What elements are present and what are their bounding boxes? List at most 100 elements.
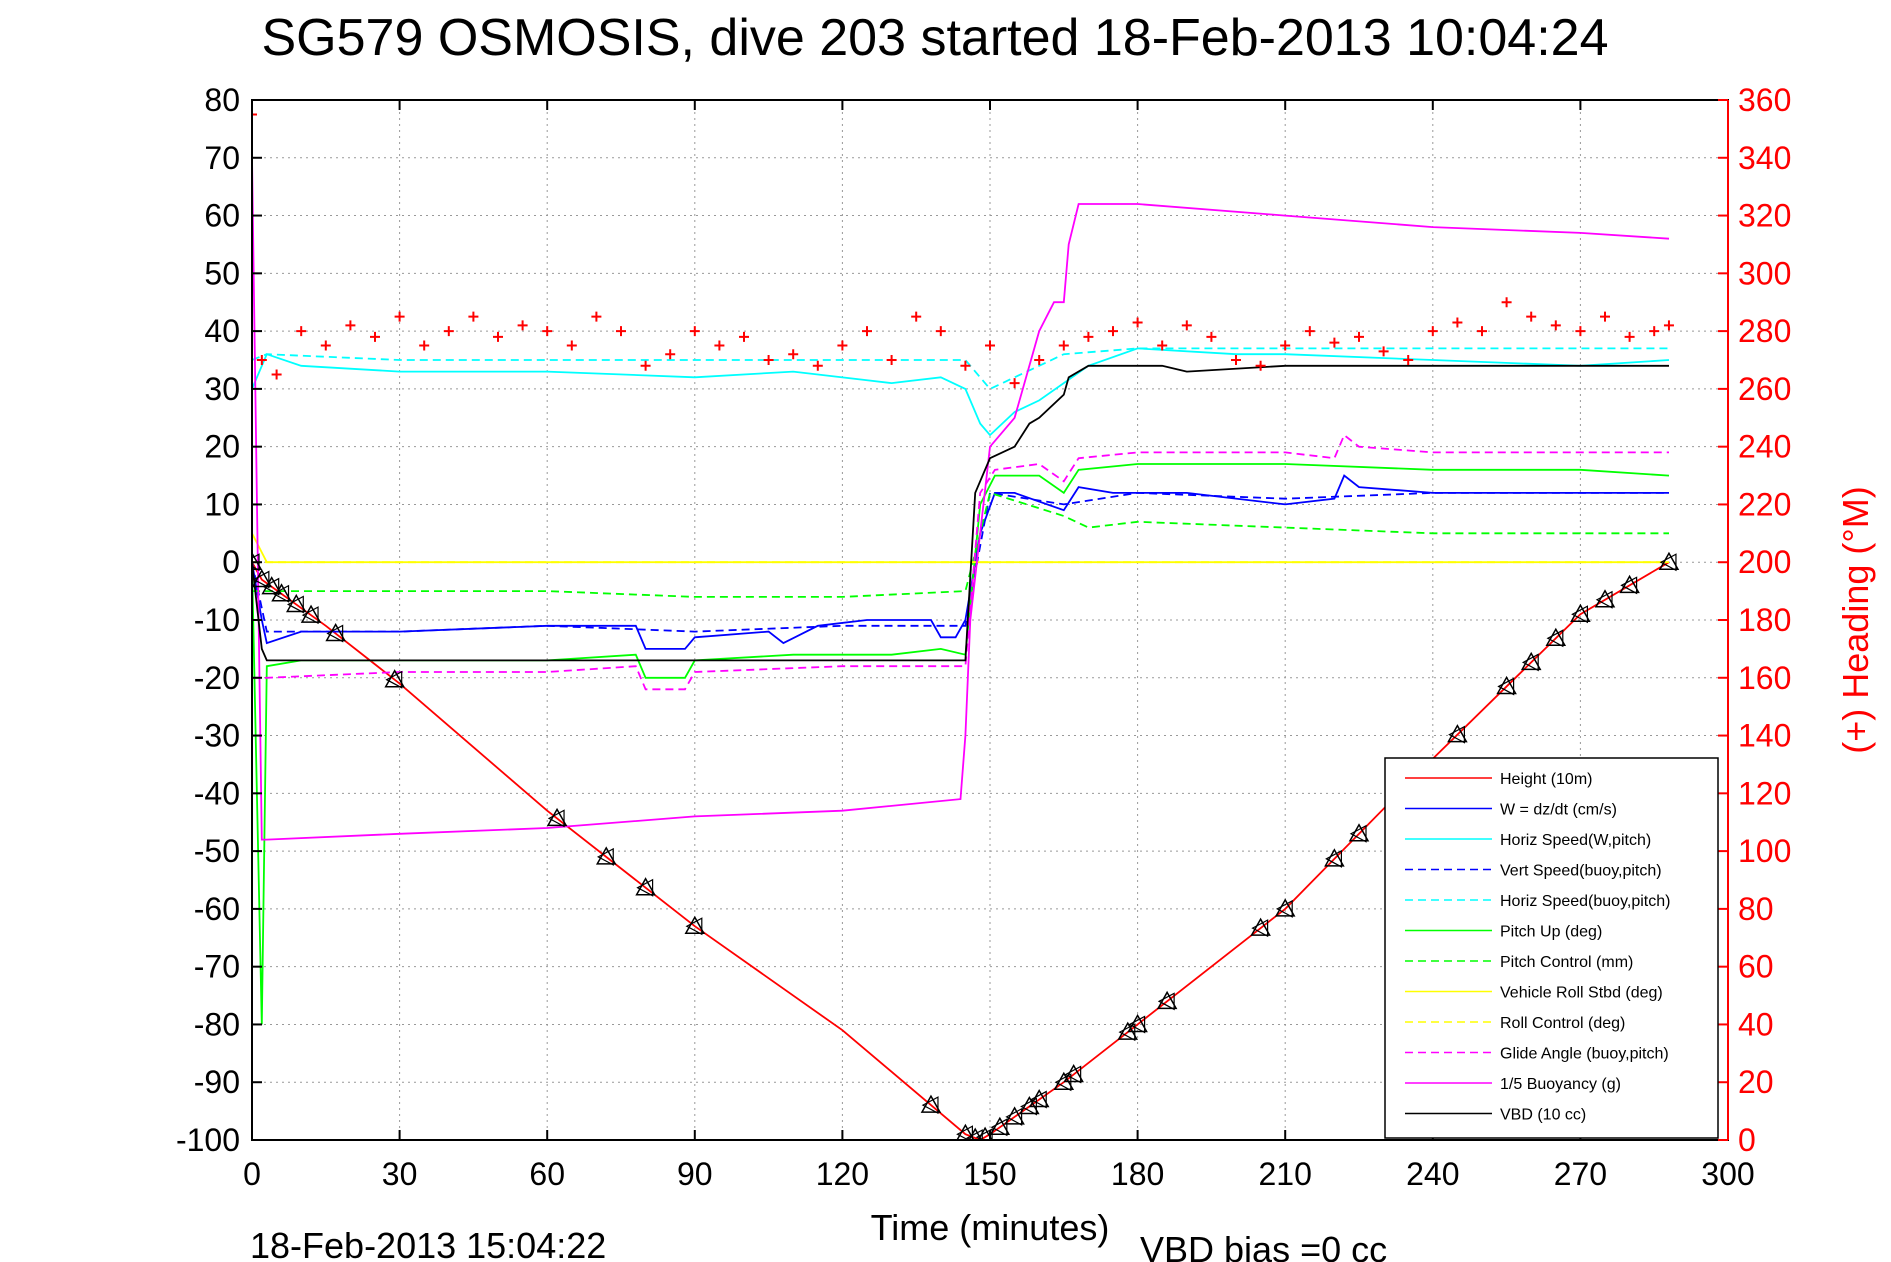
height-marker-alt-9 [596, 847, 614, 866]
y2-axis-label: (+) Heading (°M) [1835, 486, 1876, 753]
heading-point [493, 331, 503, 342]
heading-point [591, 311, 602, 322]
height-marker-23 [1127, 1013, 1148, 1033]
y2-tick-label-18: 0 [1738, 1122, 1756, 1158]
heading-point [911, 311, 922, 322]
series-line-11 [252, 364, 1669, 662]
legend: Height (10m) W = dz/dt (cm/s) Horiz Speed(… [1384, 757, 1719, 1139]
heading-point [1132, 317, 1143, 328]
x-tick-label-1: 30 [382, 1156, 418, 1192]
height-marker-9 [595, 846, 617, 865]
heading-point [1403, 355, 1414, 365]
legend-label-8: Roll Control (deg) [1500, 1015, 1625, 1032]
height-marker-13 [956, 1123, 975, 1140]
series-heading-markers [252, 109, 1674, 389]
heading-point [640, 360, 651, 371]
x-tick-label-0: 0 [243, 1156, 261, 1192]
height-markers [252, 551, 1680, 1140]
height-marker-alt-26 [1275, 899, 1293, 918]
x-tick-label-8: 240 [1406, 1156, 1459, 1192]
heading-point [1663, 320, 1674, 331]
height-marker-7 [384, 669, 405, 688]
series-layer [252, 109, 1674, 1140]
heading-point [886, 355, 897, 365]
heading-point [1157, 340, 1168, 351]
heading-point [665, 349, 676, 360]
height-marker-alt-7 [385, 670, 403, 689]
heading-point [1329, 337, 1340, 348]
y2-tick-label-17: 20 [1738, 1064, 1774, 1100]
height-marker-alt-27 [1325, 849, 1342, 868]
y-tick-label-17: -90 [194, 1064, 240, 1100]
height-marker-29 [1447, 724, 1468, 743]
y2-tick-label-1: 340 [1738, 140, 1791, 176]
height-marker-alt-28 [1349, 824, 1367, 843]
height-marker-6 [325, 622, 346, 642]
height-marker-alt-15 [975, 1128, 993, 1140]
height-marker-26 [1274, 898, 1296, 917]
heading-point [1181, 320, 1192, 331]
height-marker-alt-2 [262, 577, 280, 596]
height-marker-0 [252, 551, 263, 570]
y-tick-label-16: -80 [194, 1006, 240, 1042]
heading-point [1280, 340, 1291, 351]
height-marker-alt-24 [1157, 992, 1175, 1011]
x-tick-label-5: 150 [963, 1156, 1016, 1192]
height-marker-10 [635, 877, 656, 896]
heading-point [296, 326, 307, 337]
height-marker-36 [1658, 551, 1680, 570]
heading-point [1477, 326, 1487, 337]
heading-point [256, 355, 267, 365]
y-tick-label-0: 80 [204, 82, 240, 118]
height-marker-alt-30 [1497, 677, 1515, 696]
heading-point [271, 369, 282, 380]
heading-point [419, 340, 430, 351]
legend-label-9: Glide Angle (buoy,pitch) [1500, 1046, 1669, 1063]
y2-tick-label-7: 220 [1738, 486, 1791, 522]
height-marker-alt-16 [990, 1118, 1008, 1137]
x-axis-label: Time (minutes) [871, 1207, 1110, 1248]
height-marker-30 [1496, 675, 1517, 695]
height-marker-alt-3 [272, 584, 290, 603]
legend-label-11: VBD (10 cc) [1500, 1107, 1586, 1124]
x-tick-label-4: 120 [816, 1156, 869, 1192]
heading-point [1304, 326, 1315, 337]
y-tick-label-12: -40 [194, 775, 240, 811]
legend-label-5: Pitch Up (deg) [1500, 924, 1602, 941]
heading-point [1427, 326, 1438, 337]
heading-point [1255, 360, 1266, 371]
height-marker-alt-31 [1521, 653, 1539, 672]
heading-point [1083, 331, 1094, 342]
height-marker-alt-36 [1659, 553, 1677, 572]
heading-point [739, 331, 749, 342]
height-marker-24 [1156, 990, 1178, 1010]
height-marker-2 [261, 576, 282, 595]
heading-point [862, 326, 872, 337]
height-marker-alt-8 [547, 809, 565, 828]
y-tick-label-18: -100 [176, 1122, 240, 1158]
height-marker-alt-33 [1571, 605, 1588, 624]
x-tick-label-6: 180 [1111, 1156, 1164, 1192]
y-axis-ticks: 80 70 60 50 40 30 20 10 0 -10 -20 -30 -40 -50 -60 -70 -8… [176, 82, 262, 1158]
y2-tick-label-4: 280 [1738, 313, 1791, 349]
legend-label-0: Height (10m) [1500, 771, 1592, 788]
heading-point [443, 326, 454, 337]
height-marker-18 [1019, 1095, 1040, 1115]
height-marker-alt-23 [1128, 1015, 1146, 1034]
height-marker-alt-32 [1546, 629, 1564, 648]
series-line-4 [252, 347, 1669, 391]
y-tick-label-14: -60 [194, 891, 240, 927]
height-marker-19 [1028, 1089, 1050, 1108]
height-marker-alt-5 [301, 606, 319, 625]
heading-point [1034, 355, 1045, 365]
heading-point [788, 349, 799, 360]
heading-point [1009, 378, 1020, 389]
y-tick-label-15: -70 [194, 949, 240, 985]
y2-tick-label-2: 320 [1738, 198, 1791, 234]
heading-point [837, 340, 848, 351]
heading-point [689, 326, 700, 337]
y2-tick-label-16: 40 [1738, 1006, 1774, 1042]
heading-point [1206, 331, 1217, 342]
heading-point [370, 331, 380, 342]
